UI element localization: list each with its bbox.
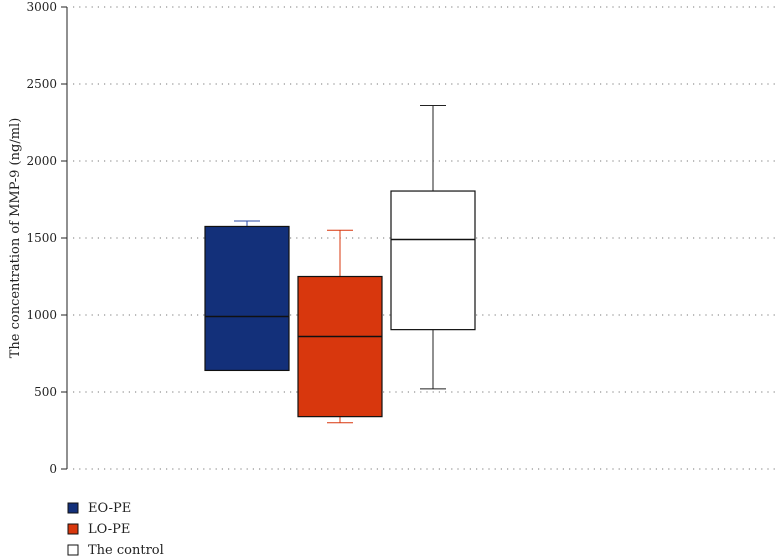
y-tick-label: 0	[49, 462, 57, 476]
iqr-box	[204, 225, 290, 372]
box-the-control	[390, 105, 476, 390]
y-tick-label: 1000	[26, 308, 57, 322]
iqr-box	[390, 190, 476, 331]
legend-label: LO-PE	[88, 522, 130, 537]
legend-swatch	[67, 523, 79, 535]
box-lo-pe	[297, 229, 383, 424]
legend-swatch	[67, 544, 79, 556]
legend-label: The control	[88, 543, 164, 558]
legend-label: EO-PE	[88, 501, 131, 516]
y-axis-title: The concentration of MMP-9 (ng/ml)	[8, 118, 23, 359]
y-axis-ticks: 0 500 1000 1500 2000 2500 3000	[26, 0, 67, 476]
y-tick-label: 500	[34, 385, 57, 399]
legend: EO-PE LO-PE The control	[67, 501, 164, 558]
y-tick-label: 2500	[26, 77, 57, 91]
legend-item: EO-PE	[67, 501, 131, 516]
boxes	[204, 105, 476, 424]
legend-item: LO-PE	[67, 522, 130, 537]
y-tick-label: 1500	[26, 231, 57, 245]
legend-item: The control	[67, 543, 164, 558]
legend-swatch	[67, 502, 79, 514]
iqr-box	[297, 275, 383, 418]
y-tick-label: 2000	[26, 154, 57, 168]
box-eo-pe	[204, 220, 290, 372]
y-tick-label: 3000	[26, 0, 57, 14]
